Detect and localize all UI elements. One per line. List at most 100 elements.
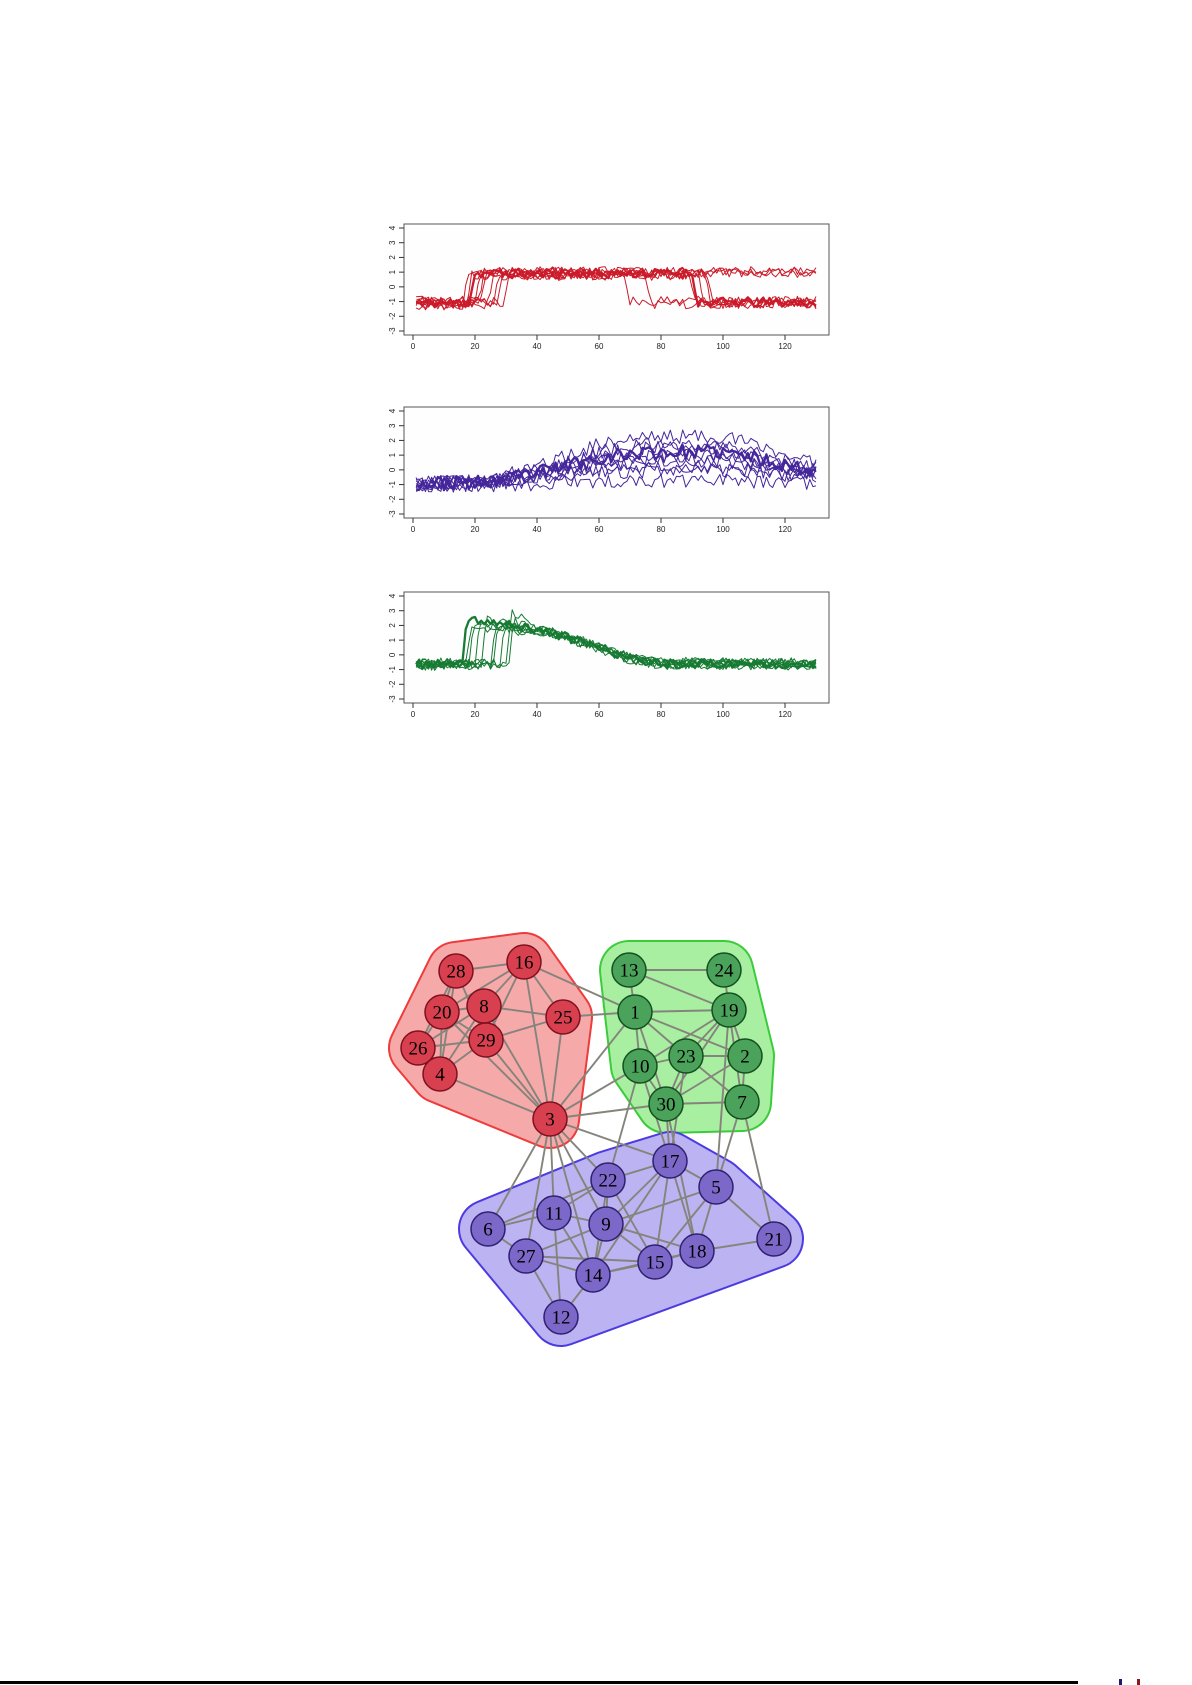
- graph-node-17: [652, 1143, 688, 1179]
- graph-node-label-13: 13: [620, 961, 639, 982]
- graph-node-16: [506, 944, 542, 980]
- y-tick-label: 1: [388, 269, 397, 274]
- graph-node-26: [400, 1030, 436, 1066]
- y-tick-label: -2: [388, 495, 397, 503]
- y-tick-label: 4: [388, 225, 397, 230]
- graph-node-label-20: 20: [433, 1003, 452, 1024]
- graph-node-label-4: 4: [435, 1065, 445, 1086]
- timeseries-line: [415, 268, 817, 309]
- x-tick-label: 40: [533, 525, 542, 534]
- graph-node-10: [622, 1048, 658, 1084]
- graph-edge: [549, 1118, 594, 1276]
- graph-node-label-7: 7: [737, 1093, 747, 1114]
- graph-node-label-21: 21: [765, 1230, 784, 1251]
- y-tick-label: -1: [388, 297, 397, 305]
- timeseries-line: [415, 473, 817, 493]
- graph-node-label-14: 14: [584, 1266, 604, 1287]
- graph-edge: [741, 1101, 775, 1240]
- y-tick-label: 3: [388, 240, 397, 245]
- graph-node-label-3: 3: [545, 1110, 555, 1131]
- graph-node-label-30: 30: [657, 1095, 676, 1116]
- y-tick-label: 2: [388, 255, 397, 260]
- graph-node-12: [543, 1299, 579, 1335]
- graph-node-11: [536, 1195, 572, 1231]
- x-tick-label: 80: [657, 710, 666, 719]
- graph-edge: [525, 1118, 551, 1257]
- x-tick-label: 120: [778, 342, 792, 351]
- graph-node-28: [438, 953, 474, 989]
- graph-edge: [607, 1065, 641, 1181]
- graph-node-label-11: 11: [545, 1204, 563, 1225]
- graph-node-label-8: 8: [479, 997, 489, 1018]
- x-tick-label: 60: [595, 710, 604, 719]
- x-tick-label: 100: [716, 342, 730, 351]
- footer-rule: [0, 1681, 1078, 1684]
- y-tick-label: 0: [388, 652, 397, 657]
- graph-node-label-10: 10: [631, 1057, 650, 1078]
- graph-node-label-1: 1: [630, 1003, 640, 1024]
- graph-node-25: [545, 999, 581, 1035]
- graph-node-23: [668, 1038, 704, 1074]
- graph-node-label-26: 26: [409, 1039, 428, 1060]
- graph-node-24: [706, 952, 742, 988]
- graph-node-20: [424, 994, 460, 1030]
- x-tick-label: 100: [716, 525, 730, 534]
- graph-edge: [628, 969, 730, 1011]
- graph-node-label-6: 6: [483, 1220, 493, 1241]
- green-timeseries-plot: 4 3 2 1 0 -1 -2 -3 0 20 40 60 80 100 120: [388, 591, 830, 719]
- footer-mark-left: [1119, 1679, 1122, 1685]
- graph-node-4: [422, 1056, 458, 1092]
- graph-edge: [665, 1103, 698, 1252]
- plot-box: [403, 591, 830, 704]
- y-tick-label: -1: [388, 480, 397, 488]
- x-tick-label: 80: [657, 525, 666, 534]
- graph-node-label-5: 5: [711, 1178, 721, 1199]
- x-tick-label: 120: [778, 525, 792, 534]
- graph-node-label-9: 9: [601, 1215, 611, 1236]
- graph-node-label-28: 28: [447, 962, 466, 983]
- x-tick-label: 120: [778, 710, 792, 719]
- timeseries-line: [415, 617, 817, 669]
- y-tick-label: 3: [388, 608, 397, 613]
- graph-node-label-2: 2: [740, 1047, 750, 1068]
- graph-node-label-23: 23: [677, 1047, 696, 1068]
- timeseries-line: [415, 440, 817, 490]
- x-tick-label: 80: [657, 342, 666, 351]
- red-timeseries-plot: 4 3 2 1 0 -1 -2 -3 0 20 40 60 80 100 120: [388, 223, 830, 351]
- y-tick-label: 1: [388, 637, 397, 642]
- y-tick-label: -3: [388, 327, 397, 335]
- graph-node-14: [575, 1257, 611, 1293]
- graph-edge: [549, 1011, 636, 1120]
- x-tick-label: 20: [471, 710, 480, 719]
- y-tick-label: -2: [388, 680, 397, 688]
- graph-edge: [715, 1009, 730, 1188]
- y-tick-label: 0: [388, 284, 397, 289]
- y-tick-label: 3: [388, 423, 397, 428]
- graph-edge: [523, 961, 636, 1013]
- y-tick-label: 4: [388, 593, 397, 598]
- y-tick-label: -3: [388, 510, 397, 518]
- graph-edge: [441, 1011, 551, 1120]
- timeseries-line: [415, 620, 817, 668]
- y-tick-label: 0: [388, 467, 397, 472]
- graph-node-6: [470, 1211, 506, 1247]
- graph-node-label-22: 22: [599, 1171, 618, 1192]
- graph-node-label-27: 27: [517, 1247, 536, 1268]
- x-tick-label: 100: [716, 710, 730, 719]
- graph-node-3: [532, 1101, 568, 1137]
- graph-edge: [605, 1186, 717, 1225]
- graph-node-label-15: 15: [646, 1253, 665, 1274]
- graph-node-30: [648, 1086, 684, 1122]
- y-tick-label: 2: [388, 623, 397, 628]
- graph-edge: [592, 1160, 671, 1276]
- graph-node-18: [679, 1233, 715, 1269]
- graph-edge: [487, 1118, 551, 1230]
- graph-node-label-17: 17: [661, 1152, 680, 1173]
- graph-node-label-24: 24: [715, 961, 735, 982]
- graph-node-9: [588, 1206, 624, 1242]
- footer-mark-right: [1137, 1679, 1140, 1685]
- x-tick-label: 0: [411, 710, 416, 719]
- graph-node-22: [590, 1162, 626, 1198]
